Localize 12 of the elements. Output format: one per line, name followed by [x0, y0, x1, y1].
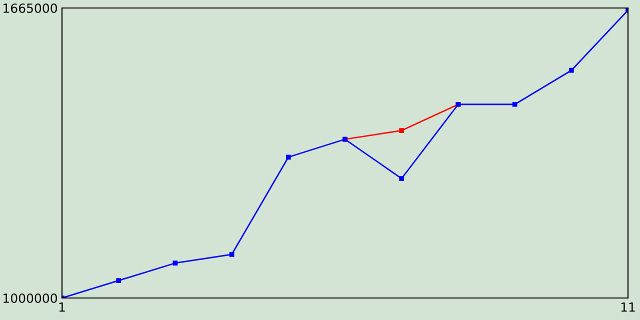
point — [116, 278, 122, 283]
point — [286, 154, 291, 160]
point — [399, 176, 404, 181]
point — [172, 260, 178, 266]
point — [512, 102, 518, 107]
point — [399, 128, 404, 133]
point — [568, 68, 574, 73]
y-tick-label: 1665000 — [4, 3, 57, 13]
y-tick-label: 1000000 — [4, 293, 57, 303]
point — [229, 252, 234, 257]
x-tick-label: 11 — [621, 302, 635, 312]
x-tick-label: 1 — [59, 302, 65, 312]
